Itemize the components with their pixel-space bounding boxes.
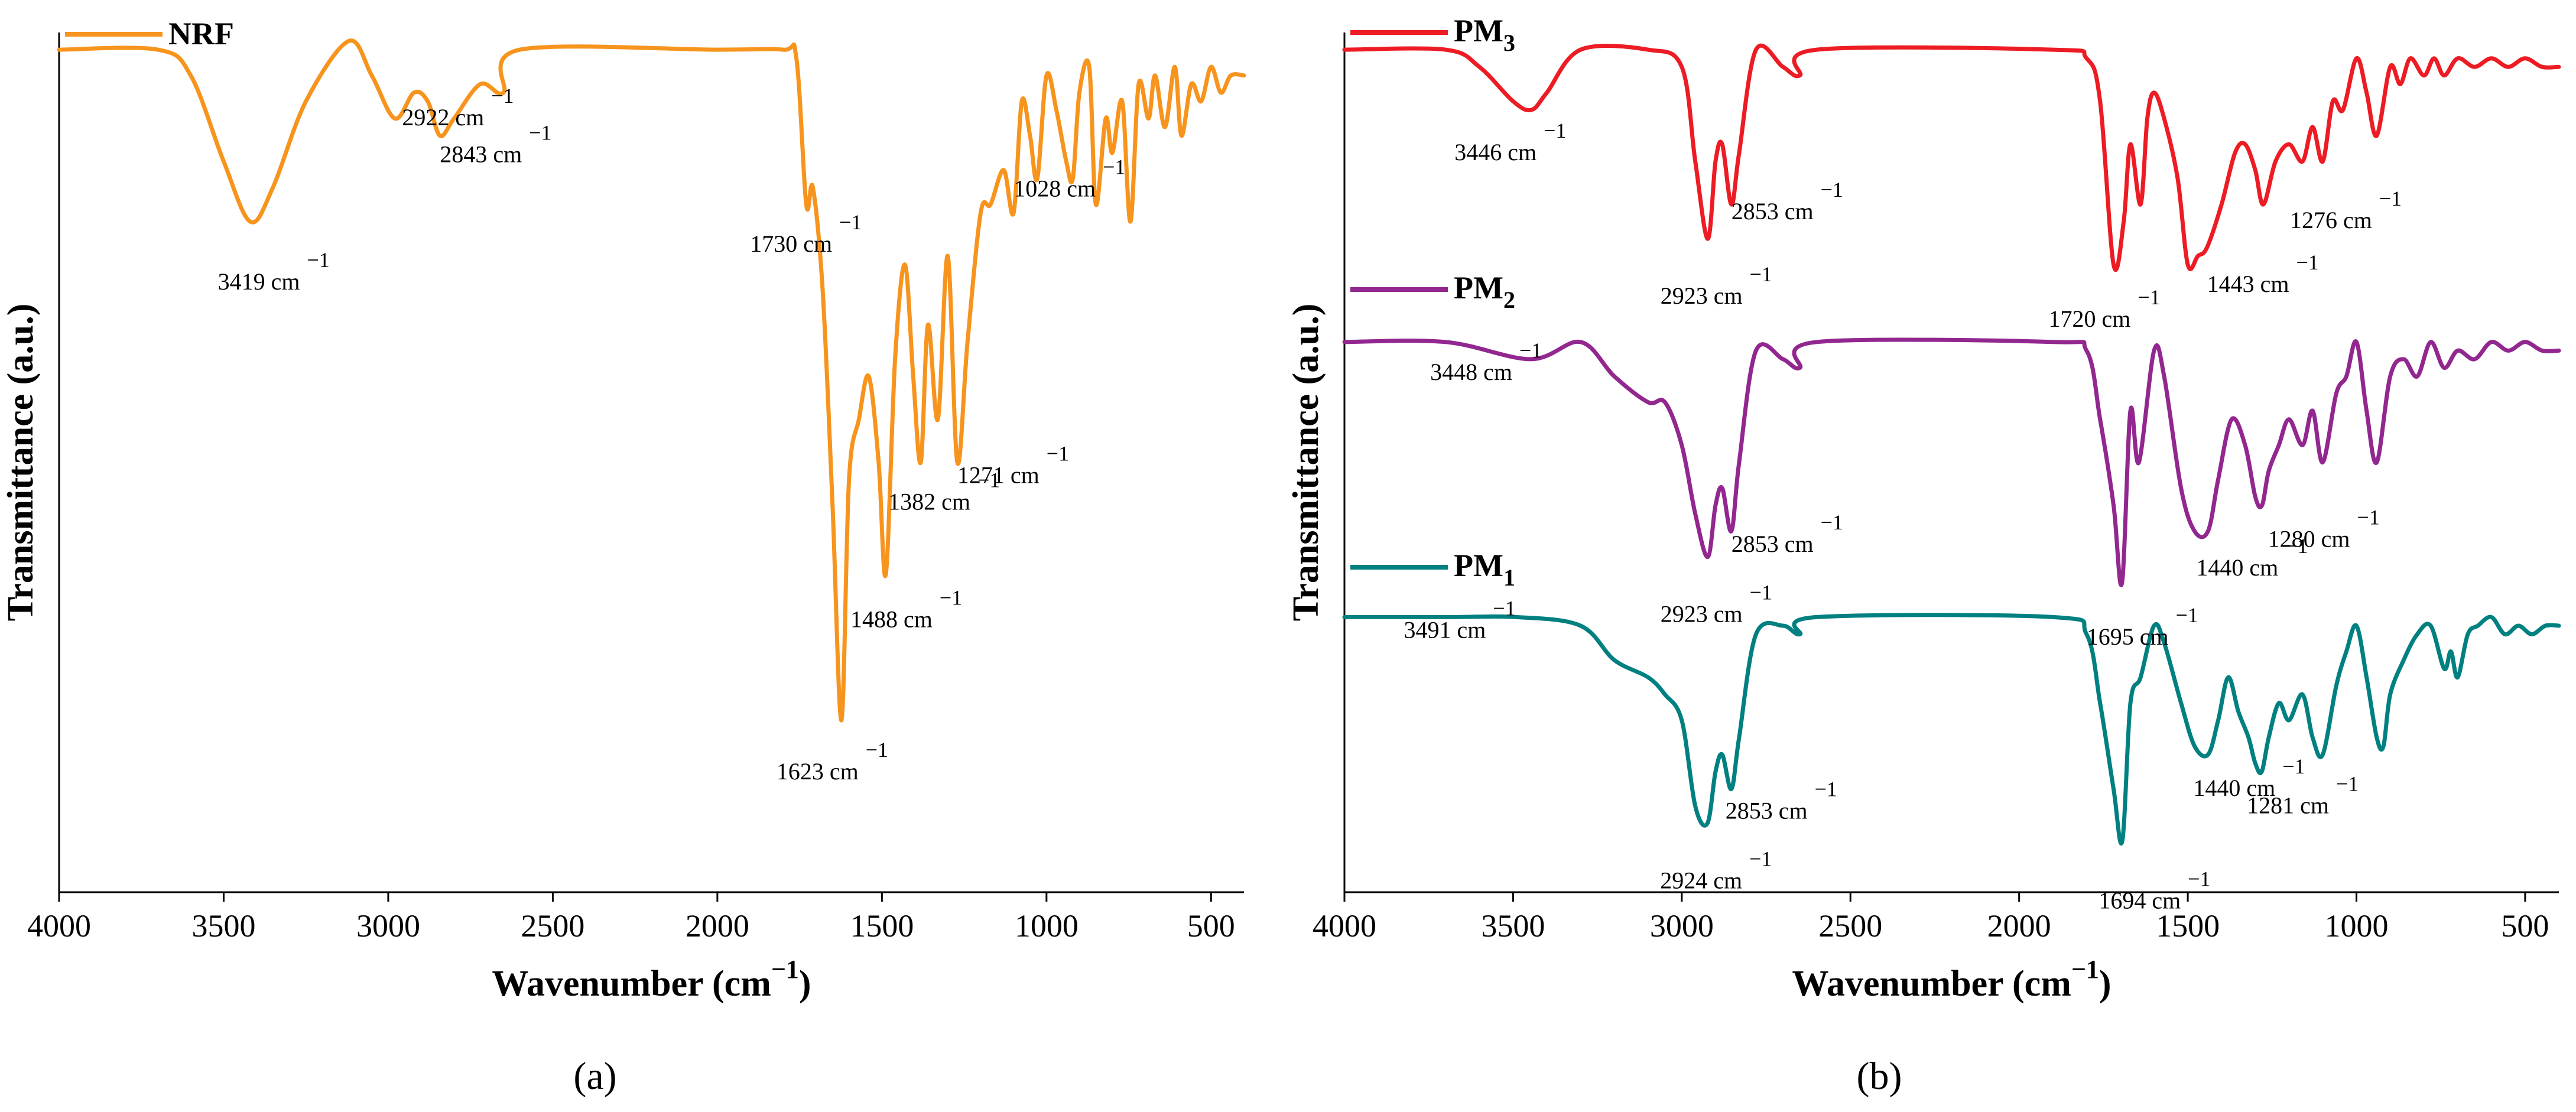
legend-label-nrf: NRF [168, 16, 234, 51]
panel-a-caption: (a) [573, 1055, 616, 1098]
series-line-pm3 [1342, 43, 2561, 272]
x-tick-label: 2000 [686, 908, 749, 944]
y-axis-title: Transmittance (a.u.) [1, 304, 41, 622]
x-axis-title: Wavenumber (cm−1) [492, 955, 811, 1004]
panel-a-axes: 4000 3500 3000 2500 2000 1500 1000 500 Wavenumbe… [1, 32, 1244, 1004]
x-tick-label: 500 [1187, 908, 1235, 944]
panel-b-axes: 4000 3500 3000 2500 2000 1500 1000 500 Wavenumbe… [1286, 32, 2559, 1004]
peak-label: 2924 cm−1 [1660, 847, 1772, 894]
peak-label: 1440 cm−1 [2193, 755, 2305, 801]
y-axis-title: Transmittance (a.u.) [1286, 304, 1326, 622]
peak-label: 1623 cm−1 [777, 738, 888, 785]
x-tick-label: 3000 [1650, 908, 1714, 944]
peak-label: 1694 cm−1 [2099, 867, 2210, 914]
peak-label: 2843 cm−1 [440, 121, 551, 168]
panel-a-series [57, 38, 1246, 723]
x-tick-label: 1500 [850, 908, 914, 944]
panel-b-caption: (b) [1857, 1055, 1902, 1098]
peak-label: 2853 cm−1 [1726, 777, 1837, 824]
peak-label: 2853 cm−1 [1732, 178, 1843, 225]
peak-label: 1440 cm−1 [2196, 534, 2308, 581]
x-tick-label: 2500 [521, 908, 584, 944]
legend-label-pm1: PM1 [1454, 548, 1515, 591]
peak-label: 2923 cm−1 [1661, 581, 1772, 627]
peak-label: 1695 cm−1 [2087, 603, 2198, 650]
x-tick-label: 1000 [2325, 908, 2389, 944]
panel-b-annotations: 3446 cm−1 2853 cm−1 2923 cm−1 1720 cm−1 1443… [1404, 119, 2402, 914]
panel-b-chart: 4000 3500 3000 2500 2000 1500 1000 500 Wavenumbe… [1286, 13, 2561, 1098]
peak-label: 1720 cm−1 [2049, 285, 2161, 332]
peak-label: 1280 cm−1 [2268, 505, 2380, 552]
peak-label: 1281 cm−1 [2247, 772, 2359, 818]
peak-label: 3419 cm−1 [218, 248, 330, 295]
peak-label: 3448 cm−1 [1430, 339, 1542, 385]
peak-label: 2853 cm−1 [1732, 511, 1843, 557]
panel-a-chart: 4000 3500 3000 2500 2000 1500 1000 500 Wavenumbe… [1, 16, 1246, 1098]
peak-label: 1028 cm−1 [1013, 155, 1125, 201]
series-line-pm2 [1342, 337, 2561, 587]
x-tick-label: 3500 [1481, 908, 1545, 944]
peak-label: 1271 cm−1 [957, 442, 1069, 489]
x-axis-title: Wavenumber (cm−1) [1792, 955, 2111, 1004]
peak-label: 3446 cm−1 [1454, 119, 1566, 165]
panel-b-legend: PM3 PM2 PM1 [1350, 13, 1515, 591]
x-tick-label: 1000 [1015, 908, 1079, 944]
x-tick-label: 3000 [356, 908, 420, 944]
panel-b-series [1342, 43, 2561, 846]
series-line-pm1 [1342, 613, 2561, 846]
legend-label-pm2: PM2 [1454, 270, 1515, 313]
x-tick-label: 2500 [1818, 908, 1882, 944]
peak-label: 1276 cm−1 [2290, 187, 2402, 233]
peak-label: 1488 cm−1 [850, 586, 962, 633]
peak-label: 1730 cm−1 [750, 210, 862, 257]
peak-label: 3491 cm−1 [1404, 596, 1516, 643]
panel-a-legend: NRF [65, 16, 234, 51]
x-tick-label: 4000 [1313, 908, 1376, 944]
legend-label-pm3: PM3 [1454, 13, 1515, 56]
series-line-nrf [57, 38, 1246, 723]
peak-label: 1382 cm−1 [888, 469, 1000, 515]
peak-label: 1443 cm−1 [2207, 251, 2319, 297]
peak-label: 2923 cm−1 [1661, 262, 1772, 309]
x-tick-label: 3500 [191, 908, 255, 944]
x-tick-label: 2000 [1987, 908, 2051, 944]
x-tick-label: 500 [2501, 908, 2549, 944]
peak-label: 2922 cm−1 [402, 84, 514, 131]
x-tick-label: 1500 [2156, 908, 2220, 944]
x-tick-label: 4000 [27, 908, 91, 944]
